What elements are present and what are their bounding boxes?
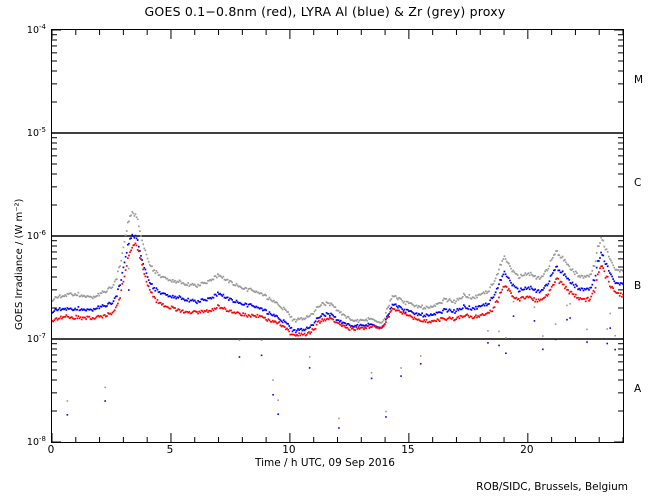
plot-area — [51, 29, 624, 443]
x-tick-label: 10 — [282, 444, 296, 456]
flare-class-label: B — [634, 279, 642, 292]
x-tick-label: 0 — [47, 444, 55, 456]
flare-class-label: C — [634, 176, 642, 189]
y-tick-label: 10-5 — [26, 126, 46, 140]
plot-canvas — [52, 30, 623, 442]
series-lyra_zr — [52, 211, 623, 420]
x-tick-label: 15 — [401, 444, 415, 456]
y-axis-title: GOES Irradiance / (W m⁻²) — [14, 198, 25, 330]
flare-class-label: A — [634, 382, 642, 395]
credit-text: ROB/SIDC, Brussels, Belgium — [476, 481, 628, 493]
x-tick-label: 5 — [166, 444, 174, 456]
series-lyra_al — [52, 233, 623, 429]
y-tick-label: 10-7 — [26, 332, 46, 346]
x-axis-title: Time / h UTC, 09 Sep 2016 — [255, 457, 395, 469]
tick-marks — [52, 30, 623, 442]
y-tick-label: 10-8 — [26, 435, 46, 449]
series-goes — [52, 242, 623, 337]
x-tick-label: 20 — [520, 444, 534, 456]
chart-title: GOES 0.1−0.8nm (red), LYRA Al (blue) & Z… — [144, 4, 506, 19]
y-tick-label: 10-4 — [26, 23, 46, 37]
plot-svg — [52, 30, 623, 442]
flare-class-label: M — [634, 73, 644, 86]
